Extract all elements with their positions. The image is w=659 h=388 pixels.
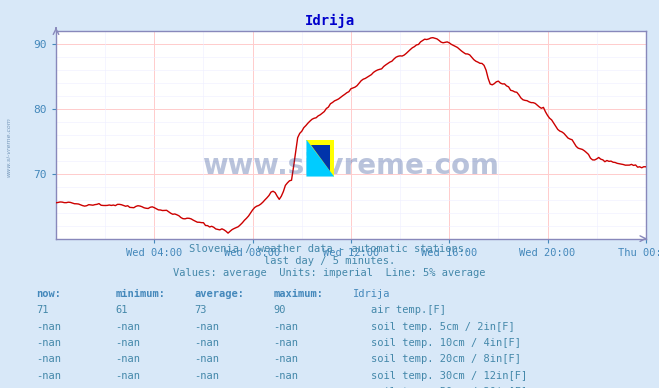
Text: Idrija: Idrija	[353, 289, 390, 299]
Text: soil temp. 10cm / 4in[F]: soil temp. 10cm / 4in[F]	[371, 338, 521, 348]
Text: -nan: -nan	[194, 371, 219, 381]
Text: -nan: -nan	[36, 371, 61, 381]
Text: 61: 61	[115, 305, 128, 315]
Text: soil temp. 5cm / 2in[F]: soil temp. 5cm / 2in[F]	[371, 322, 515, 332]
Text: Values: average  Units: imperial  Line: 5% average: Values: average Units: imperial Line: 5%…	[173, 268, 486, 279]
Polygon shape	[310, 145, 330, 171]
Text: -nan: -nan	[273, 354, 299, 364]
Text: -nan: -nan	[115, 387, 140, 388]
Text: -nan: -nan	[115, 322, 140, 332]
Text: -nan: -nan	[194, 387, 219, 388]
Text: -nan: -nan	[194, 338, 219, 348]
Text: -nan: -nan	[115, 371, 140, 381]
Text: -nan: -nan	[36, 387, 61, 388]
Text: -nan: -nan	[273, 371, 299, 381]
Text: www.si-vreme.com: www.si-vreme.com	[202, 152, 500, 180]
Text: -nan: -nan	[194, 354, 219, 364]
Text: air temp.[F]: air temp.[F]	[371, 305, 446, 315]
Text: www.si-vreme.com: www.si-vreme.com	[6, 118, 11, 177]
Text: now:: now:	[36, 289, 61, 299]
Text: Idrija: Idrija	[304, 14, 355, 28]
Text: last day / 5 minutes.: last day / 5 minutes.	[264, 256, 395, 266]
Text: soil temp. 50cm / 20in[F]: soil temp. 50cm / 20in[F]	[371, 387, 527, 388]
Text: -nan: -nan	[36, 338, 61, 348]
Text: -nan: -nan	[273, 322, 299, 332]
Text: 71: 71	[36, 305, 49, 315]
Text: -nan: -nan	[273, 338, 299, 348]
Text: -nan: -nan	[115, 338, 140, 348]
Text: -nan: -nan	[194, 322, 219, 332]
Text: minimum:: minimum:	[115, 289, 165, 299]
Text: -nan: -nan	[115, 354, 140, 364]
Text: soil temp. 30cm / 12in[F]: soil temp. 30cm / 12in[F]	[371, 371, 527, 381]
Text: -nan: -nan	[273, 387, 299, 388]
Text: Slovenia / weather data - automatic stations.: Slovenia / weather data - automatic stat…	[189, 244, 470, 254]
Text: -nan: -nan	[36, 322, 61, 332]
Text: 90: 90	[273, 305, 286, 315]
Text: 73: 73	[194, 305, 207, 315]
Text: soil temp. 20cm / 8in[F]: soil temp. 20cm / 8in[F]	[371, 354, 521, 364]
Polygon shape	[306, 140, 334, 177]
Polygon shape	[306, 140, 334, 177]
Text: average:: average:	[194, 289, 244, 299]
Text: -nan: -nan	[36, 354, 61, 364]
Text: maximum:: maximum:	[273, 289, 324, 299]
